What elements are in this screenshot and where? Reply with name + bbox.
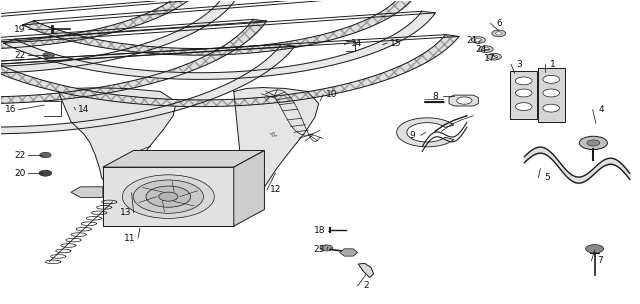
Text: 24: 24 <box>476 45 486 54</box>
Text: 22: 22 <box>14 51 26 60</box>
Text: 3: 3 <box>516 60 522 69</box>
Polygon shape <box>340 249 358 256</box>
Circle shape <box>543 104 559 112</box>
Text: 4: 4 <box>598 105 604 114</box>
Text: 11: 11 <box>124 234 136 243</box>
Polygon shape <box>0 0 237 73</box>
Text: 20: 20 <box>14 169 26 178</box>
Polygon shape <box>0 19 267 104</box>
Circle shape <box>479 46 493 53</box>
Circle shape <box>146 186 191 207</box>
Circle shape <box>492 30 506 37</box>
Circle shape <box>475 39 481 42</box>
Text: 14: 14 <box>78 105 90 114</box>
Text: 8: 8 <box>432 92 438 101</box>
Text: 16: 16 <box>4 105 16 114</box>
Circle shape <box>543 75 559 83</box>
Circle shape <box>43 53 54 58</box>
Polygon shape <box>0 0 208 49</box>
Text: YL: YL <box>269 132 278 139</box>
Circle shape <box>587 140 600 146</box>
Circle shape <box>122 175 214 218</box>
Polygon shape <box>22 0 417 55</box>
FancyBboxPatch shape <box>103 167 234 226</box>
Circle shape <box>515 89 532 97</box>
Text: 2: 2 <box>363 281 369 290</box>
Circle shape <box>515 77 532 85</box>
Text: 9: 9 <box>410 131 415 140</box>
Polygon shape <box>4 11 435 79</box>
Circle shape <box>586 245 604 253</box>
Text: 19: 19 <box>14 25 26 34</box>
Text: 7: 7 <box>597 257 603 265</box>
Polygon shape <box>449 95 478 106</box>
Polygon shape <box>234 150 264 226</box>
Circle shape <box>543 89 559 97</box>
Circle shape <box>483 48 489 51</box>
Text: 15: 15 <box>390 39 401 47</box>
Text: 1: 1 <box>550 60 556 69</box>
Polygon shape <box>234 88 319 197</box>
Circle shape <box>579 136 607 150</box>
Circle shape <box>40 152 51 158</box>
Text: 23: 23 <box>313 245 324 254</box>
FancyBboxPatch shape <box>510 71 537 119</box>
Circle shape <box>491 55 497 58</box>
Circle shape <box>515 103 532 111</box>
Text: 21: 21 <box>467 36 477 44</box>
Text: 13: 13 <box>120 208 131 217</box>
Polygon shape <box>0 44 295 134</box>
Circle shape <box>39 170 52 176</box>
Circle shape <box>133 180 204 213</box>
Polygon shape <box>103 150 264 167</box>
Circle shape <box>159 192 178 201</box>
Text: 14: 14 <box>351 39 363 47</box>
Circle shape <box>457 97 472 104</box>
Text: 12: 12 <box>269 185 281 194</box>
Text: 18: 18 <box>314 226 326 235</box>
Polygon shape <box>71 187 103 197</box>
Polygon shape <box>397 118 454 147</box>
Circle shape <box>487 53 501 60</box>
Text: 10: 10 <box>326 90 337 99</box>
Polygon shape <box>58 88 176 187</box>
Circle shape <box>320 245 333 251</box>
Polygon shape <box>0 35 459 107</box>
Text: 22: 22 <box>14 150 26 160</box>
Circle shape <box>495 32 502 35</box>
FancyBboxPatch shape <box>538 68 564 122</box>
Text: 5: 5 <box>544 173 550 182</box>
Polygon shape <box>358 263 374 278</box>
Text: 6: 6 <box>496 19 502 28</box>
Circle shape <box>471 37 485 43</box>
Text: 17: 17 <box>483 54 495 63</box>
